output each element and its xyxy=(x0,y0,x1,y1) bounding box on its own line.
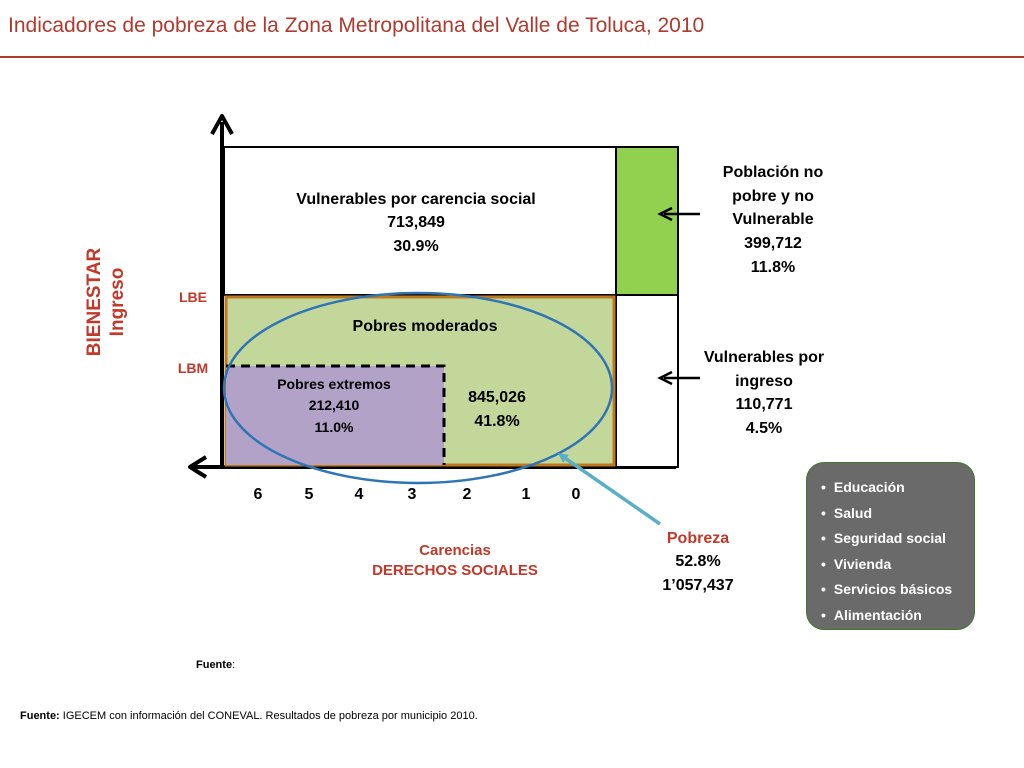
lbe-label: LBE xyxy=(179,289,207,305)
vulnerables-carencia-pct: 30.9% xyxy=(393,238,438,255)
no-pobre-arrowhead xyxy=(657,206,673,222)
x-tick-label: 0 xyxy=(572,486,581,503)
x-tick-label: 5 xyxy=(305,486,314,503)
fuente-placeholder-label: Fuente xyxy=(196,659,233,671)
pobres-extremos-label: Pobres extremos xyxy=(277,376,391,392)
x-tick-label: 4 xyxy=(355,486,364,503)
vulnerables-ingreso-arrowhead xyxy=(657,370,673,386)
pobreza-label: Pobreza xyxy=(667,530,729,547)
carencias-list-item: Salud xyxy=(821,501,964,527)
source-note-text: IGECEM con información del CONEVAL. Resu… xyxy=(59,710,478,722)
no-pobre-label-line3: Vulnerable xyxy=(732,211,813,228)
x-axis-title-line2: DERECHOS SOCIALES xyxy=(372,562,538,579)
title-divider xyxy=(0,56,1024,58)
pobreza-pct: 52.8% xyxy=(675,553,720,570)
carencias-list-item: Alimentación xyxy=(821,603,964,629)
x-tick-label: 6 xyxy=(254,486,263,503)
pobreza-value: 1’057,437 xyxy=(662,577,733,594)
vulnerables-ingreso-label-line2: ingreso xyxy=(735,373,793,390)
vulnerables-ingreso-value: 110,771 xyxy=(736,396,793,413)
no-pobre-label-line2: pobre y no xyxy=(732,188,814,205)
x-tick-label: 1 xyxy=(522,486,531,503)
pobres-extremos-pct: 11.0% xyxy=(315,419,354,435)
pobres-moderados-value: 845,026 xyxy=(468,389,526,406)
no-pobre-pct: 11.8% xyxy=(751,259,795,276)
carencias-panel: Educación Salud Seguridad social Viviend… xyxy=(806,462,975,630)
carencias-list-item: Servicios básicos xyxy=(821,577,964,603)
vulnerables-ingreso-pct: 4.5% xyxy=(746,420,782,437)
carencias-list-item: Seguridad social xyxy=(821,526,964,552)
page-title: Indicadores de pobreza de la Zona Metrop… xyxy=(8,14,705,37)
carencias-list-item: Educación xyxy=(821,475,964,501)
y-axis-title-line1: BIENESTAR xyxy=(84,248,105,357)
pobres-moderados-pct: 41.8% xyxy=(474,413,519,430)
pobres-moderados-label: Pobres moderados xyxy=(353,318,498,335)
lbm-dashed-boundary xyxy=(226,364,446,465)
pobres-extremos-value: 212,410 xyxy=(309,397,360,413)
pobreza-arrow xyxy=(557,453,661,526)
vulnerables-carencia-value: 713,849 xyxy=(387,214,445,231)
y-axis-title-line2: Ingreso xyxy=(107,268,128,337)
x-tick-label: 3 xyxy=(408,486,417,503)
x-axis-arrowhead xyxy=(188,455,208,479)
fuente-placeholder-colon: : xyxy=(232,659,236,671)
no-pobre-region xyxy=(615,146,679,296)
lbm-label: LBM xyxy=(178,360,208,376)
x-axis-title-line1: Carencias xyxy=(419,542,491,559)
y-axis-title: BIENESTAR Ingreso xyxy=(84,248,128,357)
vulnerables-ingreso-label-line1: Vulnerables por xyxy=(704,349,824,366)
source-note: Fuente: IGECEM con información del CONEV… xyxy=(20,710,478,722)
pobres-extremos-region xyxy=(226,366,444,465)
y-axis-arrowhead xyxy=(210,114,234,135)
no-pobre-value: 399,712 xyxy=(744,235,802,252)
pobreza-ellipse xyxy=(222,291,614,485)
vulnerables-carencia-region xyxy=(223,146,617,296)
fuente-placeholder: Fuente: xyxy=(196,659,235,671)
no-pobre-label-line1: Población no xyxy=(723,164,824,181)
source-note-label: Fuente: xyxy=(20,710,60,722)
x-tick-label: 2 xyxy=(463,486,472,503)
carencias-list: Educación Salud Seguridad social Viviend… xyxy=(821,475,964,629)
carencias-list-item: Vivienda xyxy=(821,552,964,578)
vulnerables-carencia-label: Vulnerables por carencia social xyxy=(296,191,536,208)
